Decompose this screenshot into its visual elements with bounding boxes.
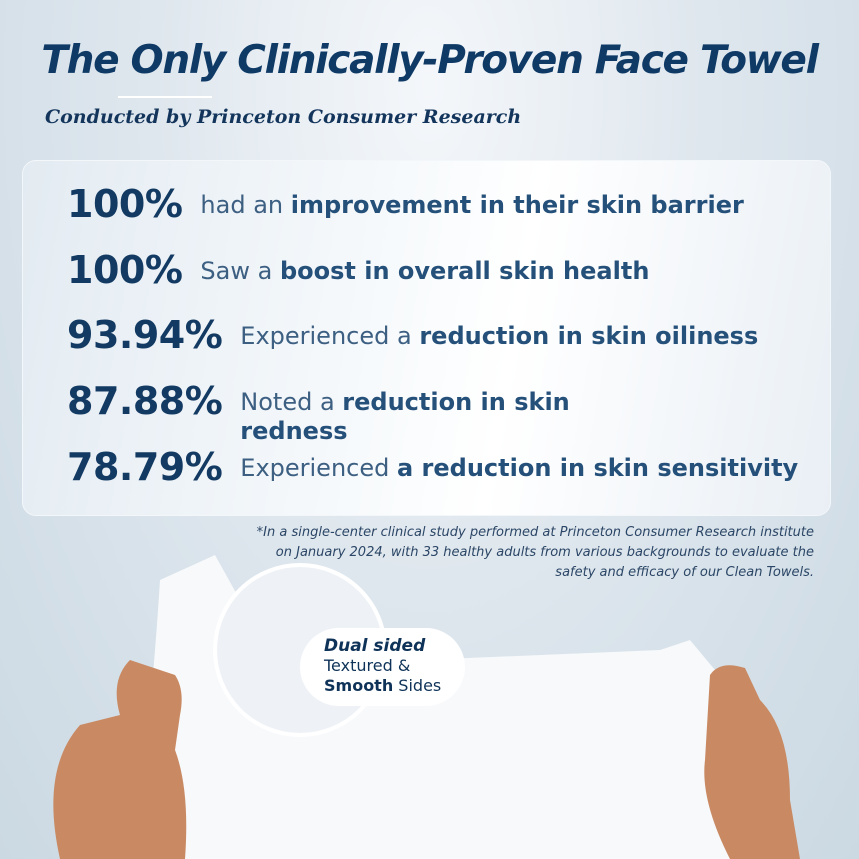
- stat-description: Noted a reduction in skin redness: [240, 388, 570, 445]
- stat-row: 100% had an improvement in their skin ba…: [67, 183, 744, 225]
- stats-card: 100% had an improvement in their skin ba…: [22, 160, 831, 516]
- subtitle: Conducted by Princeton Consumer Research: [45, 106, 522, 128]
- stat-description: had an improvement in their skin barrier: [200, 191, 744, 219]
- stat-row: 93.94% Experienced a reduction in skin o…: [67, 314, 758, 356]
- stat-description: Saw a boost in overall skin health: [200, 257, 650, 285]
- left-hand-icon: [53, 660, 187, 859]
- stat-description: Experienced a reduction in skin oiliness: [240, 322, 759, 350]
- stat-row: 78.79% Experienced a reduction in skin s…: [67, 446, 798, 488]
- towel: [130, 555, 740, 859]
- towel-image: [53, 555, 800, 859]
- stat-value: 100%: [67, 182, 183, 226]
- stat-value: 87.88%: [67, 379, 223, 423]
- right-hand-icon: [704, 665, 800, 859]
- page-title: The Only Clinically-Proven Face Towel: [41, 38, 819, 83]
- stat-row: 87.88% Noted a reduction in skin redness: [67, 380, 600, 446]
- stat-description: Experienced a reduction in skin sensitiv…: [240, 454, 799, 482]
- stat-value: 78.79%: [67, 445, 223, 489]
- stat-value: 100%: [67, 248, 183, 292]
- divider: [118, 96, 212, 98]
- feature-badge: [300, 628, 465, 706]
- footnote: *In a single-center clinical study perfo…: [256, 525, 814, 580]
- stat-value: 93.94%: [67, 313, 223, 357]
- stat-row: 100% Saw a boost in overall skin health: [67, 249, 649, 291]
- feature-badge-text: Dual sided Textured & Smooth Sides: [324, 636, 442, 695]
